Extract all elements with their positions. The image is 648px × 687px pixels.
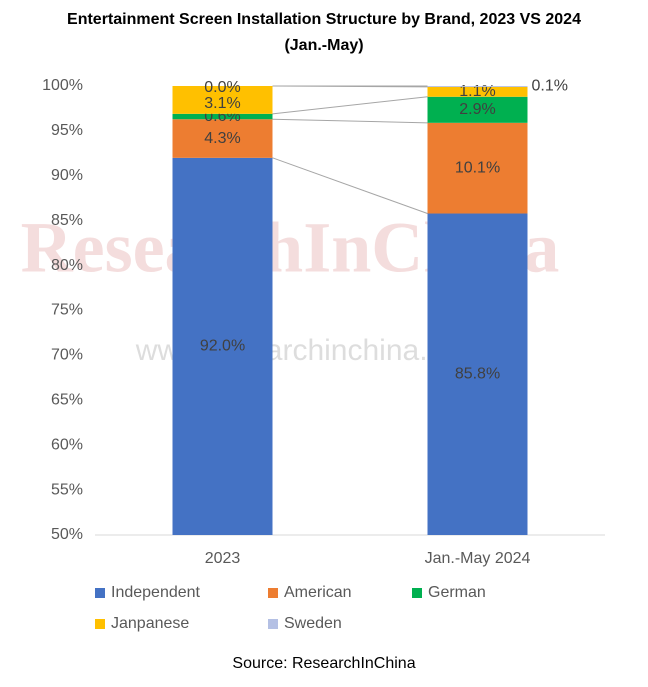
legend-swatch [268,619,278,629]
value-label: 92.0% [200,338,245,355]
bar-segment [172,86,273,114]
legend-swatch [268,588,278,598]
legend-swatch [95,619,105,629]
chart-title: Entertainment Screen Installation Struct… [67,11,581,28]
value-label: 4.3% [204,130,240,147]
value-label: 3.1% [204,95,240,112]
value-label: 1.1% [459,83,495,100]
y-tick-label: 65% [51,392,83,409]
bar-segment [172,113,273,120]
legend-swatch [412,588,422,598]
y-tick-label: 70% [51,347,83,364]
value-label: 10.1% [455,159,500,176]
legend-label: Sweden [284,615,342,632]
chart-subtitle: (Jan.-May) [284,37,363,54]
connector-line [272,96,428,115]
y-tick-label: 90% [51,167,83,184]
bar-segment [427,213,528,536]
value-label: 0.0% [204,79,240,96]
y-tick-label: 55% [51,481,83,498]
source: Source: ResearchInChina [232,655,415,672]
bar-segment [172,119,273,158]
y-tick-label: 75% [51,302,83,319]
legend-label: German [428,584,486,601]
legend-label: Independent [111,584,201,601]
bar-segment [172,157,273,535]
y-tick-label: 95% [51,122,83,139]
value-label: 85.8% [455,365,500,382]
bar-segment [427,96,528,123]
y-tick-label: 80% [51,257,83,274]
bar-segment [427,122,528,214]
x-tick-label: 2023 [205,550,241,567]
legend-label: American [284,584,352,601]
legend-label: Janpanese [111,615,189,632]
connector-line [272,118,428,124]
value-label: 2.9% [459,101,495,118]
x-tick-label: Jan.-May 2024 [425,550,531,567]
value-label: 0.1% [532,78,568,95]
bar-segment [427,86,528,97]
y-tick-label: 85% [51,212,83,229]
connector-line [272,157,428,214]
y-tick-label: 50% [51,526,83,543]
bar-segment [427,86,528,87]
y-tick-label: 60% [51,436,83,453]
y-tick-label: 100% [42,77,83,94]
legend-swatch [95,588,105,598]
